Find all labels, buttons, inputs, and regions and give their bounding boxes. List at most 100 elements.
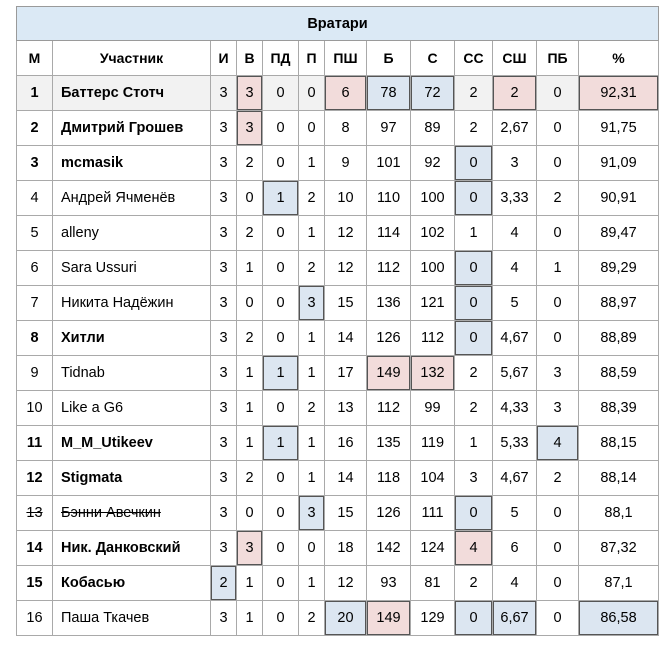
stat-cell: 112	[366, 390, 411, 426]
stat-cell: 91,75	[578, 110, 659, 146]
stat-cell: 89,47	[578, 215, 659, 251]
participant-name: Like a G6	[52, 390, 211, 426]
stat-cell: 3	[210, 215, 237, 251]
stat-cell: 4	[492, 565, 537, 601]
stat-cell: 14	[324, 320, 367, 356]
table-row: 1 Баттерс Стотч 3 3 0 0 6 78 72 2 2 0 92,31	[16, 75, 659, 111]
column-header: С	[410, 40, 455, 76]
stat-cell: 89	[410, 110, 455, 146]
stat-cell: 3	[210, 460, 237, 496]
stat-cell: 112	[366, 250, 411, 286]
stat-cell: 92,31	[578, 75, 659, 111]
stat-cell: 129	[410, 600, 455, 636]
stat-cell: 0	[236, 285, 263, 321]
stat-cell: 0	[298, 75, 325, 111]
stat-cell: 99	[410, 390, 455, 426]
stat-cell: 1	[236, 565, 263, 601]
column-header: Участник	[52, 40, 211, 76]
table-row: 15 Кобасью 2 1 0 1 12 93 81 2 4 0 87,1	[16, 565, 659, 601]
stat-cell: 88,14	[578, 460, 659, 496]
rank-cell: 14	[16, 530, 53, 566]
stat-cell: 2	[298, 250, 325, 286]
stat-cell: 0	[262, 565, 299, 601]
stat-cell: 0	[536, 600, 579, 636]
stat-cell: 2	[298, 390, 325, 426]
stat-cell: 0	[298, 110, 325, 146]
stat-cell: 0	[262, 145, 299, 181]
stat-cell: 18	[324, 530, 367, 566]
stat-cell: 135	[366, 425, 411, 461]
stat-cell: 1	[298, 320, 325, 356]
stat-cell: 1	[536, 250, 579, 286]
stat-cell: 0	[262, 215, 299, 251]
rank-cell: 11	[16, 425, 53, 461]
table-row: 2 Дмитрий Грошев 3 3 0 0 8 97 89 2 2,67 0 91,75	[16, 110, 659, 146]
stat-cell: 1	[298, 355, 325, 391]
column-header: ПБ	[536, 40, 579, 76]
stat-cell: 88,97	[578, 285, 659, 321]
stat-cell: 4	[492, 250, 537, 286]
stat-cell: 87,1	[578, 565, 659, 601]
participant-name: Баттерс Стотч	[52, 75, 211, 111]
stat-cell: 104	[410, 460, 455, 496]
participant-name: Андрей Ячменёв	[52, 180, 211, 216]
table-title: Вратари	[16, 6, 659, 41]
stat-cell: 3	[236, 75, 263, 111]
stat-cell: 2	[236, 145, 263, 181]
stat-cell: 3	[236, 530, 263, 566]
stat-cell: 17	[324, 355, 367, 391]
stat-cell: 0	[454, 285, 493, 321]
rank-cell: 9	[16, 355, 53, 391]
stat-cell: 2	[210, 565, 237, 601]
stat-cell: 4,33	[492, 390, 537, 426]
stat-cell: 0	[262, 320, 299, 356]
stat-cell: 3,33	[492, 180, 537, 216]
column-header: СШ	[492, 40, 537, 76]
column-header: Б	[366, 40, 411, 76]
stat-cell: 3	[210, 600, 237, 636]
stat-cell: 118	[366, 460, 411, 496]
stat-cell: 97	[366, 110, 411, 146]
table-row: 3 mcmasik 3 2 0 1 9 101 92 0 3 0 91,09	[16, 145, 659, 181]
stat-cell: 88,15	[578, 425, 659, 461]
rank-cell: 5	[16, 215, 53, 251]
stat-cell: 110	[366, 180, 411, 216]
stat-cell: 93	[366, 565, 411, 601]
participant-name: Ник. Данковский	[52, 530, 211, 566]
stat-cell: 3	[210, 495, 237, 531]
stat-cell: 13	[324, 390, 367, 426]
stat-cell: 101	[366, 145, 411, 181]
stat-cell: 3	[210, 355, 237, 391]
participant-name: Бэнни Авечкин	[52, 495, 211, 531]
stat-cell: 88,1	[578, 495, 659, 531]
stat-cell: 0	[536, 320, 579, 356]
stat-cell: 0	[536, 530, 579, 566]
rank-cell: 13	[16, 495, 53, 531]
table-header-row: М Участник И В ПД П ПШ Б С СС СШ ПБ%	[16, 40, 659, 76]
participant-name: M_M_Utikeev	[52, 425, 211, 461]
stat-cell: 12	[324, 565, 367, 601]
rank-cell: 10	[16, 390, 53, 426]
stat-cell: 3	[210, 425, 237, 461]
stat-cell: 3	[210, 285, 237, 321]
stat-cell: 2	[454, 355, 493, 391]
stat-cell: 3	[210, 530, 237, 566]
stat-cell: 0	[536, 75, 579, 111]
stat-cell: 124	[410, 530, 455, 566]
stat-cell: 91,09	[578, 145, 659, 181]
stat-cell: 3	[298, 495, 325, 531]
stat-cell: 2	[236, 460, 263, 496]
rank-cell: 3	[16, 145, 53, 181]
stat-cell: 4,67	[492, 320, 537, 356]
stat-cell: 87,32	[578, 530, 659, 566]
stat-cell: 2	[454, 75, 493, 111]
stat-cell: 0	[536, 565, 579, 601]
rank-cell: 2	[16, 110, 53, 146]
participant-name: Sara Ussuri	[52, 250, 211, 286]
stat-cell: 90,91	[578, 180, 659, 216]
participant-name: Дмитрий Грошев	[52, 110, 211, 146]
stat-cell: 2	[236, 320, 263, 356]
stat-cell: 112	[410, 320, 455, 356]
stat-cell: 3	[536, 355, 579, 391]
stat-cell: 2	[492, 75, 537, 111]
